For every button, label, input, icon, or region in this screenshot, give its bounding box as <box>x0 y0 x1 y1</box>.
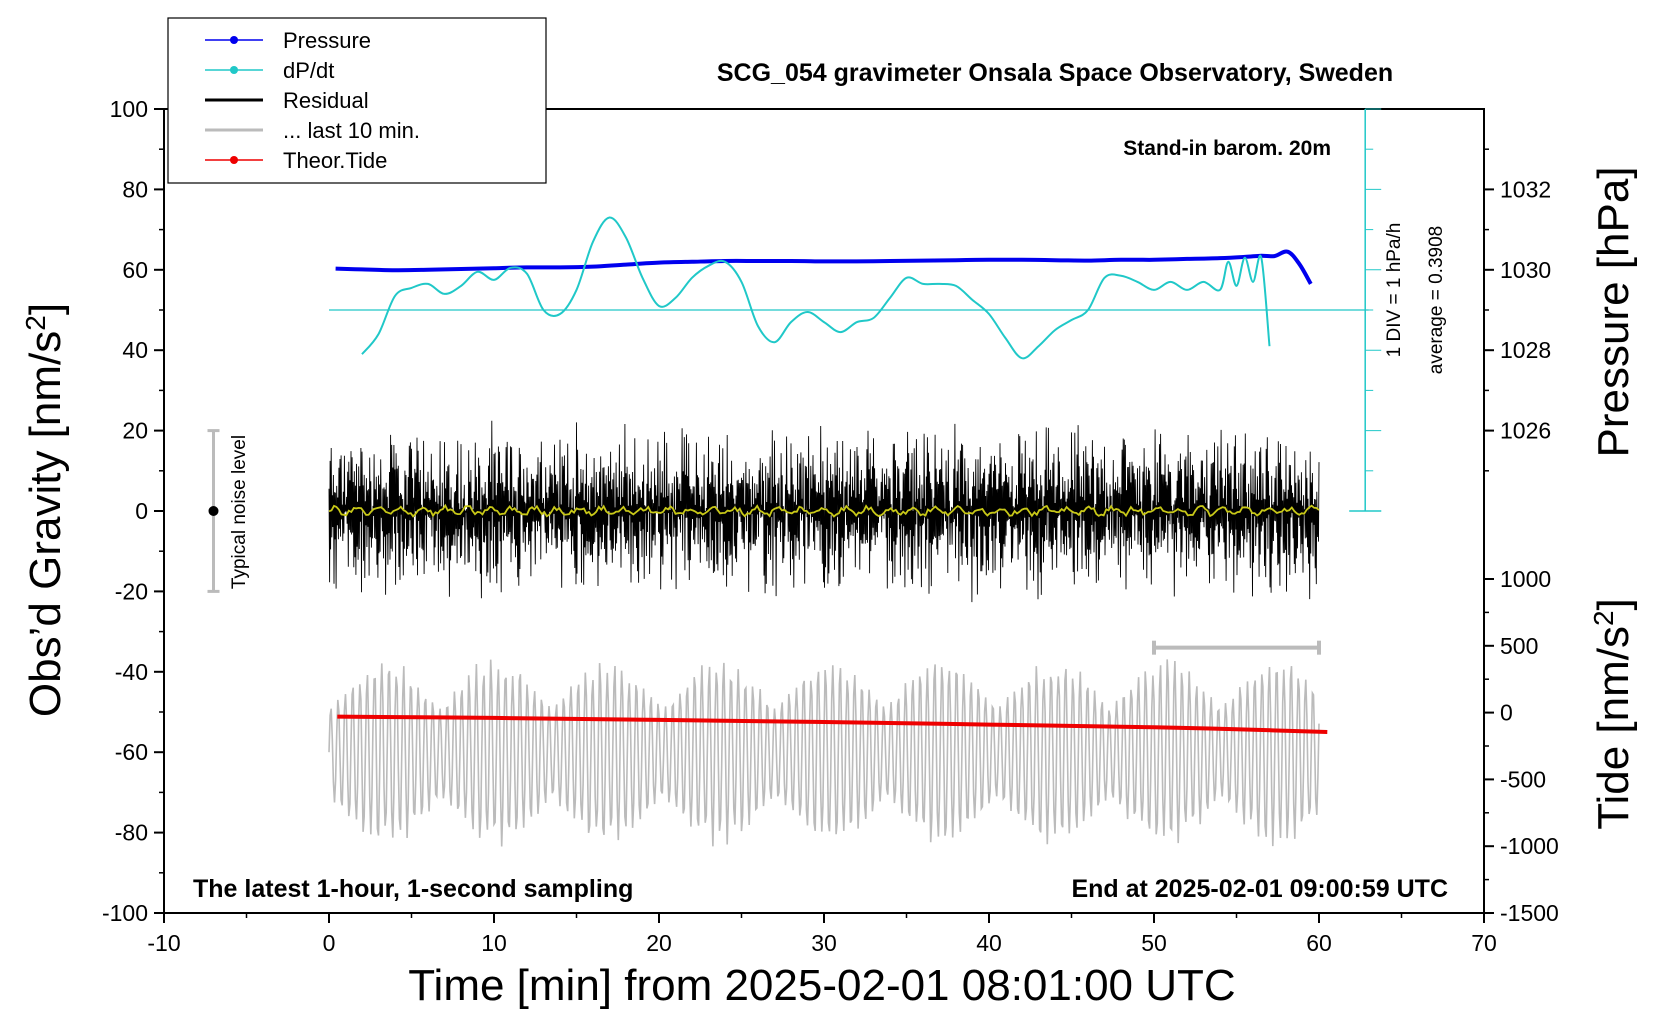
legend-label-2: Residual <box>283 88 369 113</box>
y-tick-label: -20 <box>115 578 148 604</box>
y-axis-title: Obs’d Gravity [nm/s2] <box>20 303 71 717</box>
chart-title: SCG_054 gravimeter Onsala Space Observat… <box>717 59 1393 87</box>
noise-level-center-dot <box>208 506 219 516</box>
tide-axis-title: Tide [nm/s2] <box>1588 598 1639 830</box>
series-layer <box>328 216 1328 847</box>
y-tick-label: 20 <box>122 418 148 444</box>
tide-tick-label: 1000 <box>1500 566 1551 592</box>
y-axis-title-end: ] <box>21 303 70 315</box>
x-tick-label: 50 <box>1141 930 1167 956</box>
y-tick-label: 0 <box>135 498 148 524</box>
tide-tick-label: 0 <box>1500 700 1513 726</box>
tide-axis-title-end: ] <box>1589 598 1638 610</box>
legend-label-0: Pressure <box>283 28 371 53</box>
y-tick-label: 40 <box>122 337 148 363</box>
pressure-tick-label: 1032 <box>1500 176 1551 202</box>
dpdt-series <box>361 216 1271 360</box>
decoration-layer <box>207 108 1382 655</box>
y-tick-label: -40 <box>115 659 148 685</box>
tide-axis-title-main: Tide [nm/s <box>1589 626 1638 830</box>
y-tick-label: 60 <box>122 257 148 283</box>
x-tick-label: 40 <box>976 930 1002 956</box>
x-tick-label: 60 <box>1306 930 1332 956</box>
y-tick-label: -80 <box>115 820 148 846</box>
scale-average-label: average = 0.3908 <box>1426 226 1447 374</box>
legend: Pressure dP/dt Residual ... last 10 min. The… <box>167 17 547 184</box>
pressure-axis-title: Pressure [hPa] <box>1589 166 1638 457</box>
legend-label-1: dP/dt <box>283 58 334 83</box>
y-tick-label: 100 <box>110 96 148 122</box>
pressure-tick-label: 1030 <box>1500 257 1551 283</box>
pressure-tick-label: 1028 <box>1500 337 1551 363</box>
legend-label-3: ... last 10 min. <box>283 118 420 143</box>
x-tick-label: -10 <box>147 930 180 956</box>
tide-tick-label: -1000 <box>1500 833 1559 859</box>
end-time-note: End at 2025-02-01 09:00:59 UTC <box>1071 875 1448 903</box>
tide-tick-label: -1500 <box>1500 900 1559 926</box>
last-10-min-series <box>328 659 1320 847</box>
y-tick-label: 80 <box>122 176 148 202</box>
tide-tick-label: 500 <box>1500 633 1538 659</box>
y-axis-title-sup: 2 <box>20 315 51 331</box>
residual-mean-series <box>328 503 1320 518</box>
tide-tick-label: -500 <box>1500 766 1546 792</box>
axes-layer: -10 0 10 20 30 40 50 60 70-100-80-60-40-20020406… <box>102 96 1559 956</box>
scale-division-label: 1 DIV = 1 hPa/h <box>1384 223 1405 358</box>
sampling-note: The latest 1-hour, 1-second sampling <box>193 875 633 903</box>
x-tick-label: 10 <box>481 930 507 956</box>
legend-marker-1 <box>230 66 238 74</box>
x-axis-title: Time [min] from 2025-02-01 08:01:00 UTC <box>408 961 1235 1010</box>
legend-marker-0 <box>230 36 238 44</box>
x-tick-label: 20 <box>646 930 672 956</box>
x-tick-label: 30 <box>811 930 837 956</box>
legend-label-4: Theor.Tide <box>283 148 387 173</box>
noise-level-label: Typical noise level <box>229 435 250 589</box>
y-axis-title-main: Obs’d Gravity [nm/s <box>21 331 70 717</box>
y-tick-label: -100 <box>102 900 148 926</box>
stand-in-barometer-label: Stand-in barom. 20m <box>1123 137 1331 160</box>
x-tick-label: 0 <box>323 930 336 956</box>
pressure-tick-label: 1026 <box>1500 418 1551 444</box>
y-tick-label: -60 <box>115 739 148 765</box>
theoretical-tide-series <box>337 714 1328 734</box>
tide-axis-title-sup: 2 <box>1588 610 1619 626</box>
residual-series <box>328 420 1320 603</box>
legend-marker-4 <box>230 156 238 164</box>
x-tick-label: 70 <box>1471 930 1497 956</box>
